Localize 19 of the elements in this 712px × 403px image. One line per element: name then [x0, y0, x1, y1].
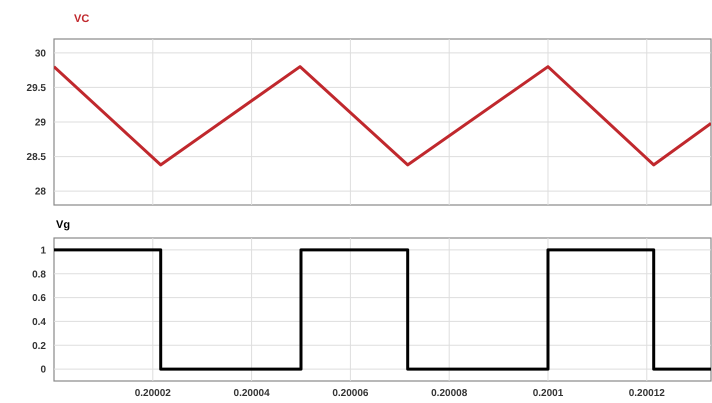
x-tick-label: 0.20002 — [134, 388, 172, 399]
y-tick-label: 29 — [34, 118, 46, 128]
chart-title: VC — [74, 13, 90, 25]
y-tick-label: 28 — [34, 186, 46, 198]
x-tick-label: 0.20012 — [628, 388, 666, 399]
y-tick-label: 0.8 — [32, 269, 46, 280]
y-tick-label: 30 — [34, 48, 46, 60]
x-tick-label: 0.20006 — [332, 388, 369, 399]
y-tick-label: 0.2 — [32, 340, 46, 352]
y-tick-label: 29.5 — [26, 82, 46, 94]
y-tick-label: 1 — [40, 245, 46, 256]
y-tick-label: 0.4 — [32, 316, 46, 328]
x-tick-label: 0.20008 — [431, 388, 468, 399]
x-tick-label: 0.20004 — [234, 388, 270, 399]
x-tick-label: 0.2001 — [532, 388, 564, 399]
y-tick-label: 28.5 — [26, 152, 46, 164]
chart-title: Vg — [56, 219, 70, 231]
y-tick-label: 0 — [40, 364, 46, 376]
y-tick-label: 0.6 — [32, 293, 46, 304]
